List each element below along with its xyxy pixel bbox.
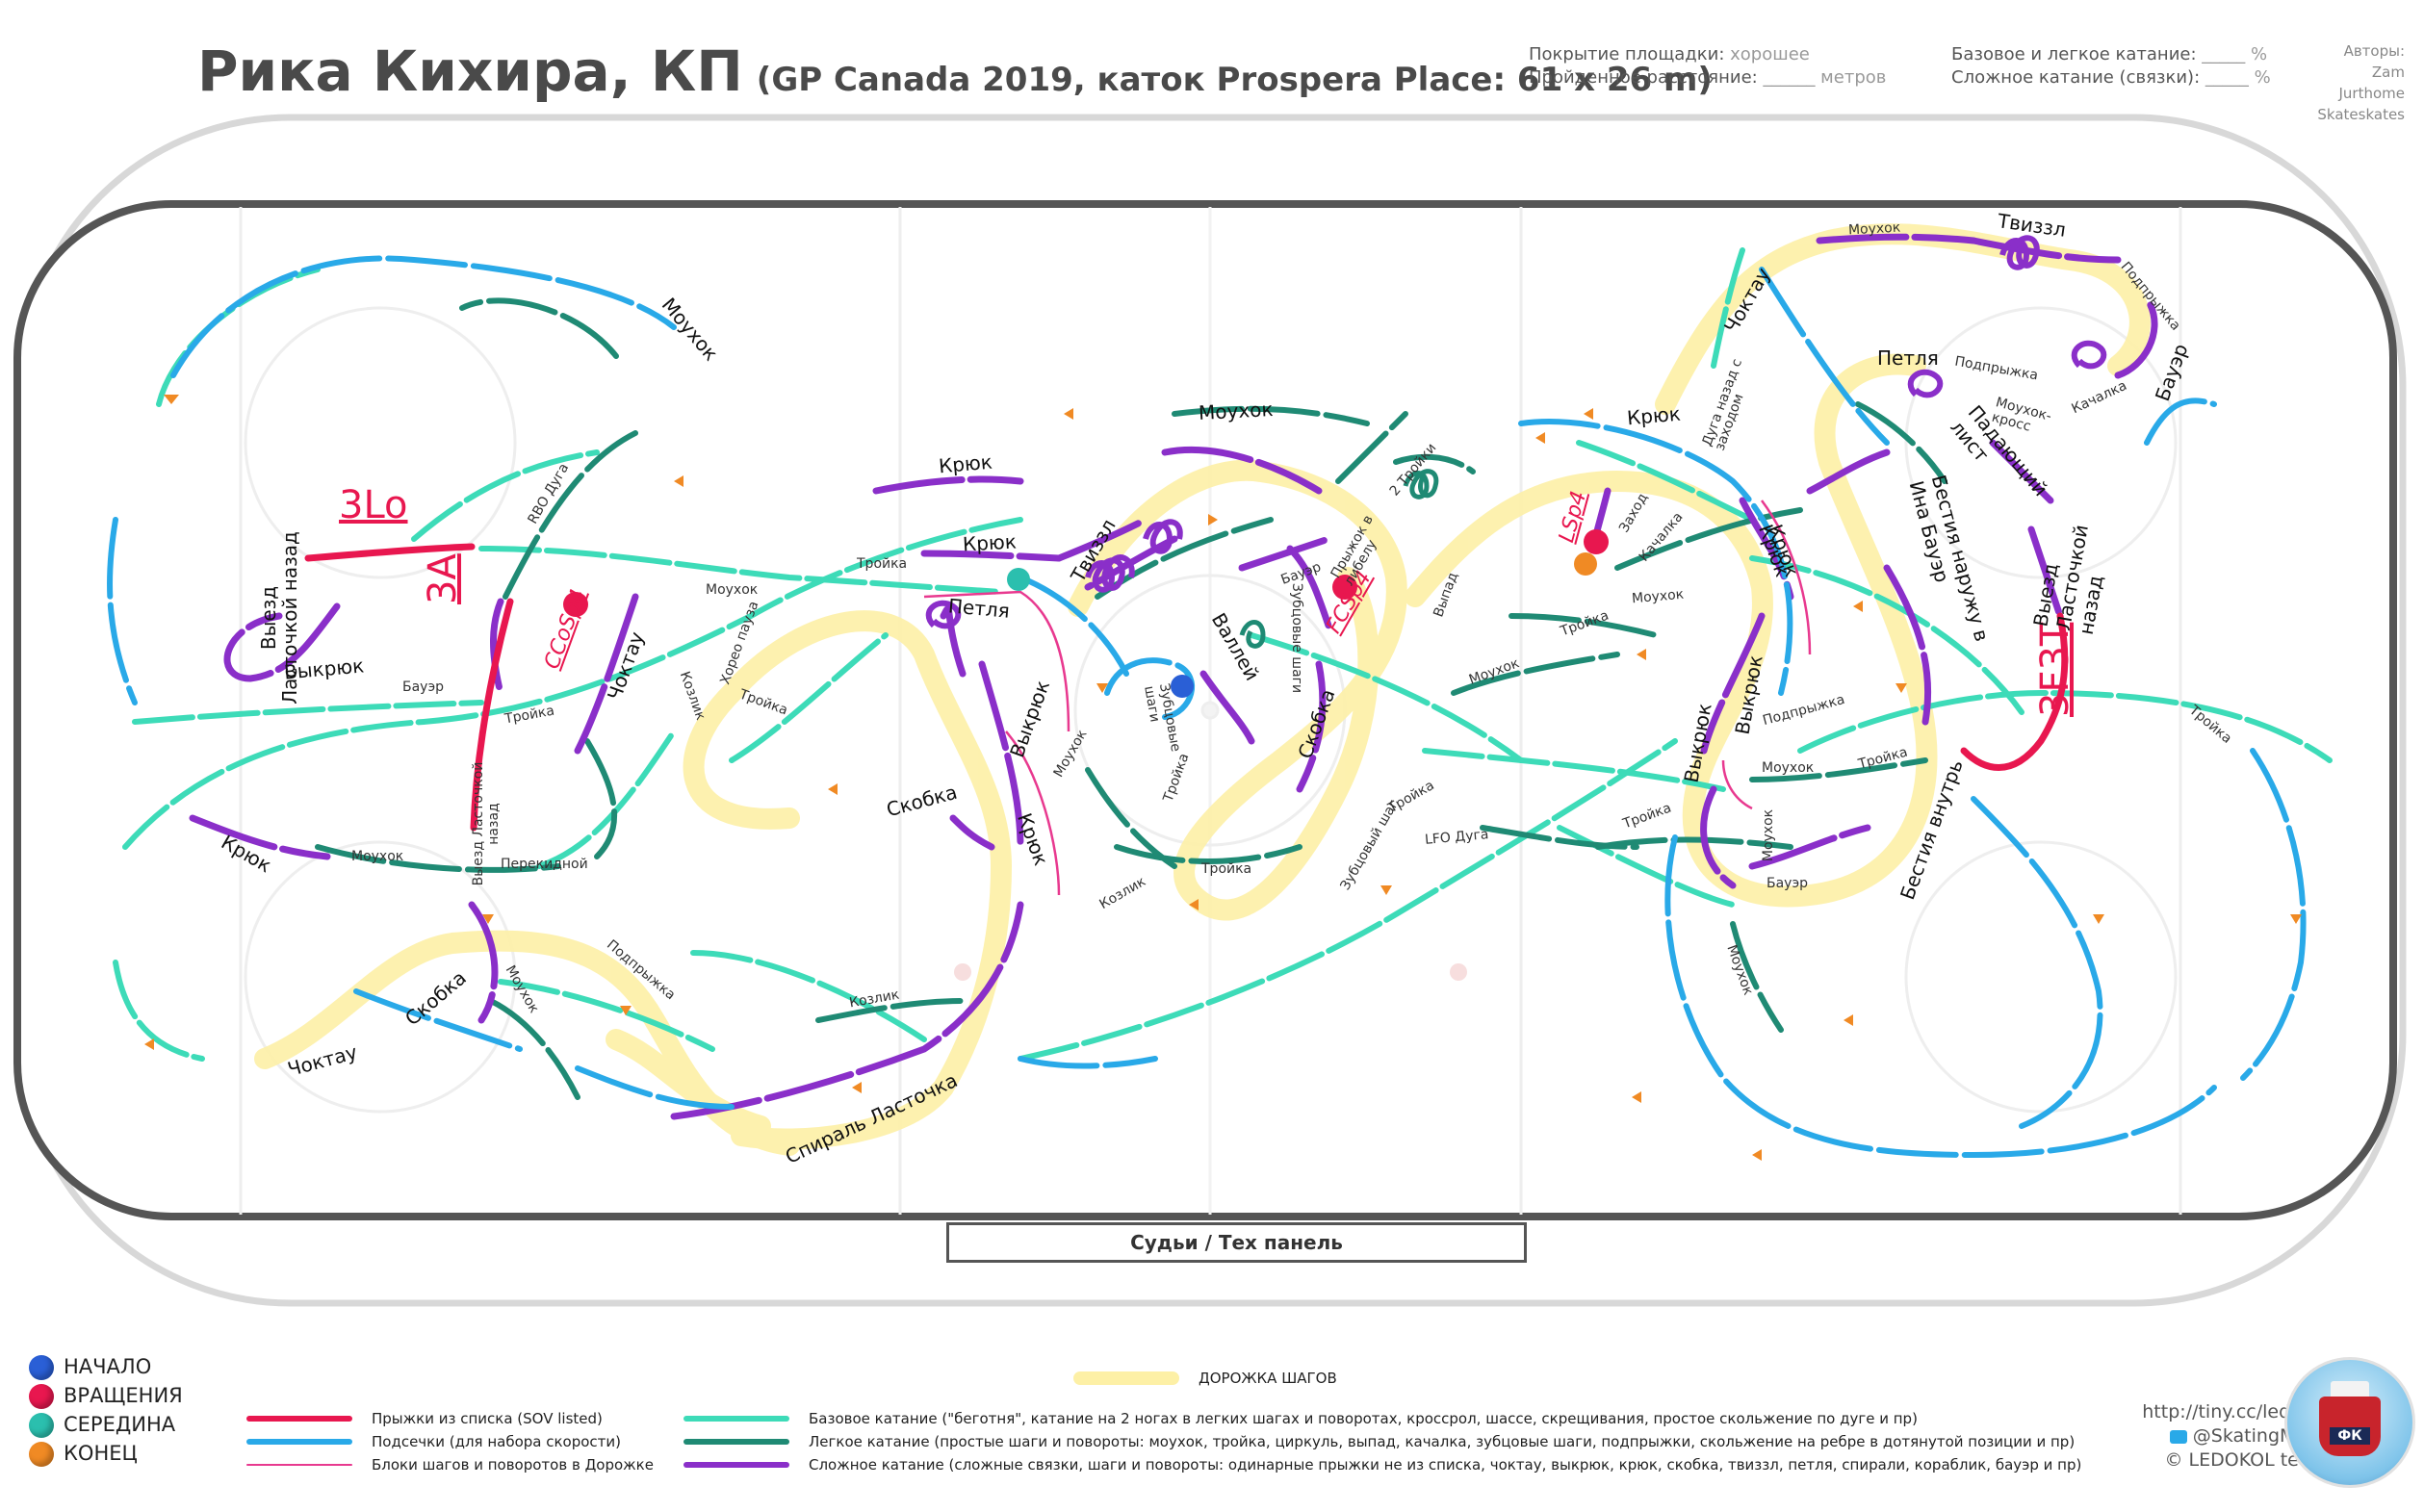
element-label: Моухок [1847,219,1901,239]
jump-3lo-track [304,543,476,562]
legend-step-blocks: Блоки шагов и поворотов в Дорожке [246,1456,654,1474]
element-label: Моухок [706,582,759,598]
start-dot-icon [29,1355,54,1380]
element-label: Бауэр [402,679,445,695]
icebreaker-ship-icon [2319,1397,2381,1456]
element-label: Крюк [938,449,993,478]
crossover-tracks [107,255,2307,1159]
step-blocks-swatch [246,1464,352,1466]
jumps-swatch [246,1416,352,1422]
logo-badge: ФК [2330,1427,2370,1445]
element-label: Моухок [1761,808,1777,862]
element-label: Выезд Ласточкой назад [471,761,502,886]
markers-legend: НАЧАЛО ВРАЩЕНИЯ СЕРЕДИНА КОНЕЦ [29,1352,183,1468]
legend-complex-skating: Сложное катание (сложные связки, шаги и … [683,1456,2081,1474]
spin-marker [563,592,588,617]
coverage-stat: Покрытие площадки: хорошее [1529,44,1810,64]
middle-marker [1007,568,1030,591]
rink-markings [239,207,2182,1215]
complex-skating-swatch [683,1462,789,1468]
complex-skating-stat: Сложное катание (связки): _____ % [1951,67,2271,88]
distance-stat: Пройденное расстояние: ______ метров [1529,67,1887,88]
element-label: Петля [1877,346,1939,370]
direction-arrows [144,395,2302,1161]
legend-spins: ВРАЩЕНИЯ [29,1381,183,1410]
title-sub: (GP Canada 2019, каток Prospera Place: 6… [756,61,1713,99]
ledokol-logo: ФК [2284,1357,2415,1488]
complex-skating-tracks [189,233,2158,1120]
legend-jumps: Прыжки из списка (SOV listed) [246,1410,603,1427]
light-skating-tracks [315,297,1947,1100]
element-label: Крюк [962,529,1018,556]
judges-panel: Судьи / Тех панель [946,1222,1527,1263]
basic-skating-stat: Базовое и легкое катание: _____ % [1951,44,2268,64]
jump-3f3t-label: 3F3T [2033,622,2077,717]
end-dot-icon [29,1442,54,1467]
twitter-icon [2169,1429,2187,1444]
crossovers-swatch [246,1439,352,1445]
spin-dot-icon [29,1384,54,1409]
basic-skating-swatch [683,1416,789,1422]
jump-3a-label: 3A [421,553,465,604]
element-label: Моухок [1762,760,1815,776]
element-label: Тройка [1201,861,1252,877]
route-markers [563,529,1609,698]
jump-tracks [304,543,2069,832]
legend-step-sequence: ДОРОЖКА ШАГОВ [1073,1370,1337,1387]
authors-block: Авторы: Zam Jurthome Skateskates [2317,42,2405,123]
legend-start: НАЧАЛО [29,1352,183,1381]
page-title: Рика Кихира, КП (GP Canada 2019, каток Pr… [197,38,1713,104]
legend-middle: СЕРЕДИНА [29,1410,183,1439]
middle-dot-icon [29,1413,54,1438]
legend-end: КОНЕЦ [29,1439,183,1468]
element-label: Моухок [351,849,404,864]
spin-marker [1332,575,1357,600]
element-label: Зубцовые шаги [1289,582,1305,694]
end-marker [1574,552,1597,576]
legend-basic-skating: Базовое катание ("беготня", катание на 2… [683,1410,1918,1427]
step-blocks [923,500,1812,896]
title-main: Рика Кихира, КП [197,38,743,104]
legend-crossovers: Подсечки (для набора скорости) [246,1433,621,1450]
step-sequence-swatch [1073,1371,1179,1385]
jump-3f3t-track [1960,612,2069,771]
spin-marker [1584,529,1609,554]
element-label: Крюк [1626,401,1682,430]
site-link[interactable]: http://tiny.cc/ledokol [2142,1401,2328,1422]
copyright: © LEDOKOL team [2164,1449,2328,1471]
jump-3a-track [470,598,514,832]
start-marker [1171,675,1194,698]
element-label: Бауэр [1766,876,1809,891]
jump-3lo-label: 3Lo [339,483,408,527]
element-label: Тройка [857,556,908,572]
element-label: Перекидной [501,857,588,872]
element-label: Моухок [1198,397,1275,425]
light-skating-swatch [683,1439,789,1445]
legend-light-skating: Легкое катание (простые шаги и повороты:… [683,1433,2075,1450]
light-curls [1239,469,1439,649]
loop-curls [925,235,2107,629]
